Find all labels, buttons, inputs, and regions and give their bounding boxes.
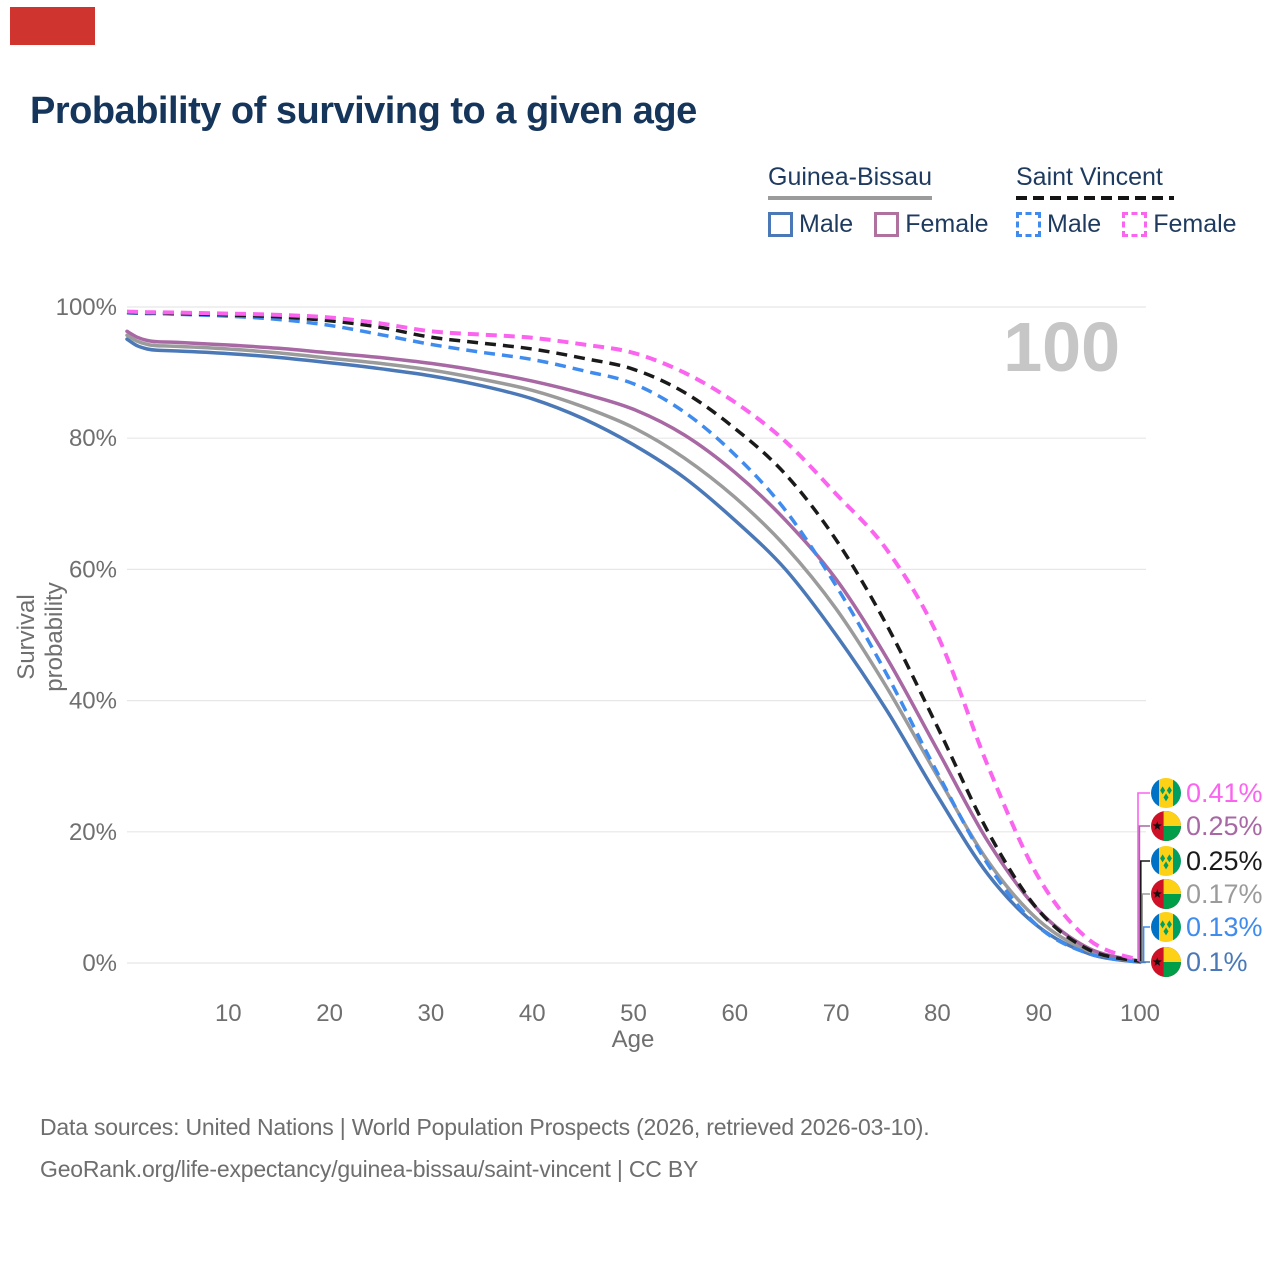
footer: Data sources: United Nations | World Pop… [40,1106,930,1190]
legend-item-label: Female [1153,210,1237,238]
series-line-guinea-bissau-all [125,333,1142,964]
end-value-label: 0.13% [1186,912,1263,942]
x-tick-label: 20 [316,1000,343,1027]
data-sources-line: Data sources: United Nations | World Pop… [40,1114,930,1140]
gb-male-swatch-icon [768,212,793,237]
saint-vincent-flag-icon [1151,912,1181,942]
age-counter-label: 100 [1003,308,1120,386]
legend-item-label: Female [905,210,989,238]
series-line-guinea-bissau-female [125,329,1142,964]
guinea-bissau-flag-icon [1151,879,1181,909]
legend-item-gb-female[interactable]: Female [874,210,989,239]
x-tick-label: 100 [1120,1000,1160,1027]
end-value-label: 0.1% [1186,947,1248,977]
guinea-bissau-flag-icon [1151,947,1181,977]
gb-female-swatch-icon [874,212,900,237]
y-tick-label: 100% [56,294,117,321]
y-tick-label: 80% [69,425,117,452]
end-value-label: 0.25% [1186,811,1263,841]
y-tick-label: 60% [69,556,117,583]
x-tick-label: 10 [215,1000,242,1027]
attribution-line: GeoRank.org/life-expectancy/guinea-bissa… [40,1156,699,1182]
x-tick-label: 90 [1025,1000,1052,1027]
y-tick-label: 40% [69,688,117,715]
legend-item-sv-female[interactable]: Female [1122,210,1237,239]
legend-underline-solid [768,196,932,200]
legend-country-name: Guinea-Bissau [768,163,932,191]
saint-vincent-flag-icon [1151,778,1181,808]
legend-country-name: Saint Vincent [1016,163,1163,191]
x-tick-label: 80 [924,1000,951,1027]
legend-item-label: Male [1047,210,1102,238]
legend-item-gb-male[interactable]: Male [768,210,853,239]
label-leader-line [1140,893,1150,963]
x-axis-title: Age [611,1026,655,1053]
x-tick-label: 30 [418,1000,445,1027]
x-tick-label: 70 [823,1000,850,1027]
legend-group-guinea-bissau: Guinea-Bissau Male Female [768,163,989,239]
y-tick-label: 20% [69,819,117,846]
x-tick-label: 50 [620,1000,647,1027]
y-tick-label: 0% [82,950,117,977]
legend-group-saint-vincent: Saint Vincent Male Female [1016,163,1237,239]
guinea-bissau-flag-icon [1151,811,1181,841]
legend-item-label: Male [799,210,854,238]
page-title: Probability of surviving to a given age [30,90,697,132]
sv-female-swatch-icon [1122,212,1148,237]
end-value-label: 0.17% [1186,879,1263,909]
sv-male-swatch-icon [1016,212,1041,237]
series-line-saint-vincent-female [126,309,1141,963]
end-value-label: 0.41% [1186,778,1263,808]
saint-vincent-flag-icon [1151,846,1181,876]
x-tick-label: 40 [519,1000,546,1027]
label-leader-line [1138,825,1150,963]
end-value-label: 0.25% [1186,846,1263,876]
brand-logo [10,7,95,45]
legend-underline-dashed [1016,196,1174,200]
x-tick-label: 60 [721,1000,748,1027]
legend-item-sv-male[interactable]: Male [1016,210,1101,239]
series-line-guinea-bissau-male [125,337,1142,965]
